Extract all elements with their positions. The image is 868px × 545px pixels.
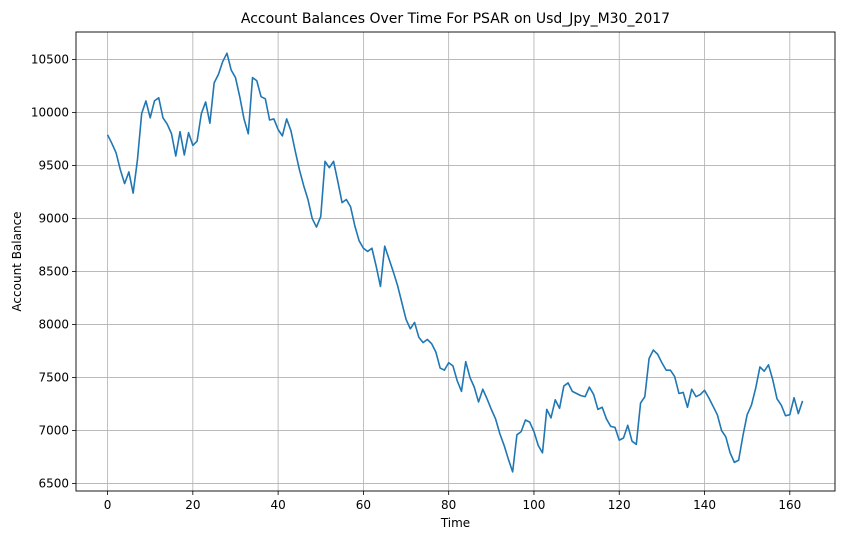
y-axis-label: Account Balance [10, 211, 24, 311]
x-axis-label: Time [440, 516, 470, 530]
x-tick-label: 160 [778, 498, 801, 512]
y-tick-label: 6500 [38, 477, 69, 491]
y-tick-label: 10000 [31, 106, 69, 120]
chart-title: Account Balances Over Time For PSAR on U… [241, 11, 670, 27]
y-tick-label: 7500 [38, 371, 69, 385]
x-tick-label: 100 [523, 498, 546, 512]
x-tick-label: 120 [608, 498, 631, 512]
y-tick-label: 7000 [38, 424, 69, 438]
y-tick-label: 8500 [38, 265, 69, 279]
x-tick-label: 0 [104, 498, 112, 512]
x-tick-label: 80 [441, 498, 456, 512]
x-tick-label: 20 [185, 498, 200, 512]
series-line [106, 52, 804, 473]
x-tick-label: 60 [356, 498, 371, 512]
y-tick-label: 9000 [38, 212, 69, 226]
y-tick-label: 10500 [31, 53, 69, 67]
x-tick-label: 40 [270, 498, 285, 512]
plot-frame [75, 31, 836, 492]
grid [76, 32, 835, 491]
y-tick-label: 9500 [38, 159, 69, 173]
x-tick-label: 140 [693, 498, 716, 512]
y-tick-label: 8000 [38, 318, 69, 332]
ticks: 0 20 40 60 80 100 120 140 160 6500 7000 7500 8000 850… [31, 53, 801, 512]
